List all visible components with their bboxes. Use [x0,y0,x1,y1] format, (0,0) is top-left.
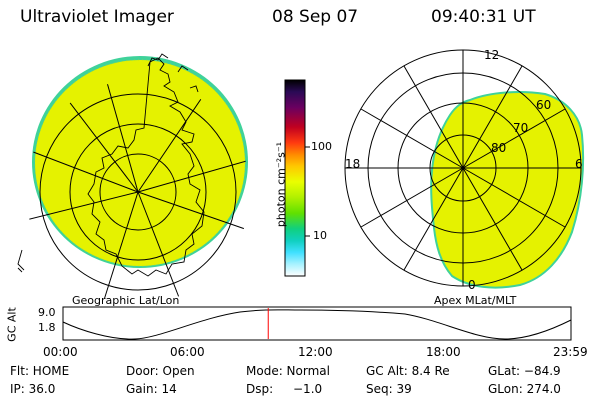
colorbar-gradient [284,79,306,277]
mlt-label-12: 12 [484,48,500,62]
header-time: 09:40:31 UT [431,7,536,27]
geographic-grid [26,80,250,301]
info-ip: IP: 36.0 [10,382,56,396]
info-mode: Mode: Normal [246,364,330,378]
info-flt: Flt: HOME [10,364,70,378]
info-dsp-value: −1.0 [293,382,323,396]
colorbar-tick-10: 10 [313,229,327,242]
mlt-label-18: 18 [345,157,361,171]
xtick-2359: 23:59 [553,345,588,359]
info-gcalt: GC Alt: 8.4 Re [366,364,450,378]
mlat-label-60: 60 [536,98,552,112]
coastline-fragment [147,53,199,93]
mlt-emission-region [430,91,585,289]
colorbar-tick-100: 100 [311,140,332,153]
info-gain: Gain: 14 [126,382,177,396]
mlat-label-80: 80 [491,141,507,155]
info-door: Door: Open [126,364,195,378]
continent-outline [87,57,205,277]
info-glon: GLon: 274.0 [488,382,561,396]
outer-coast [17,249,25,273]
altitude-curve [62,309,572,340]
altitude-plot-frame [62,306,572,341]
altitude-ytick-1-8: 1.8 [38,321,56,334]
left-panel-caption: Geographic Lat/Lon [72,294,180,307]
xtick-1200: 12:00 [298,345,333,359]
mlat-label-70: 70 [513,121,529,135]
altitude-ytick-9: 9.0 [38,306,56,319]
app-title: Ultraviolet Imager [20,7,174,27]
xtick-1800: 18:00 [426,345,461,359]
info-dsp-label: Dsp: [246,382,274,396]
altitude-ylabel: GC Alt [5,307,19,342]
mlt-grid [344,49,582,287]
right-panel-caption: Apex MLat/MLT [434,294,517,307]
mlt-label-6: 6 [575,157,583,171]
info-seq: Seq: 39 [366,382,412,396]
header-date: 08 Sep 07 [272,7,359,27]
xtick-0000: 00:00 [43,345,78,359]
xtick-0600: 06:00 [170,345,205,359]
mlt-label-0: 0 [468,278,476,292]
info-glat: GLat: −84.9 [488,364,561,378]
